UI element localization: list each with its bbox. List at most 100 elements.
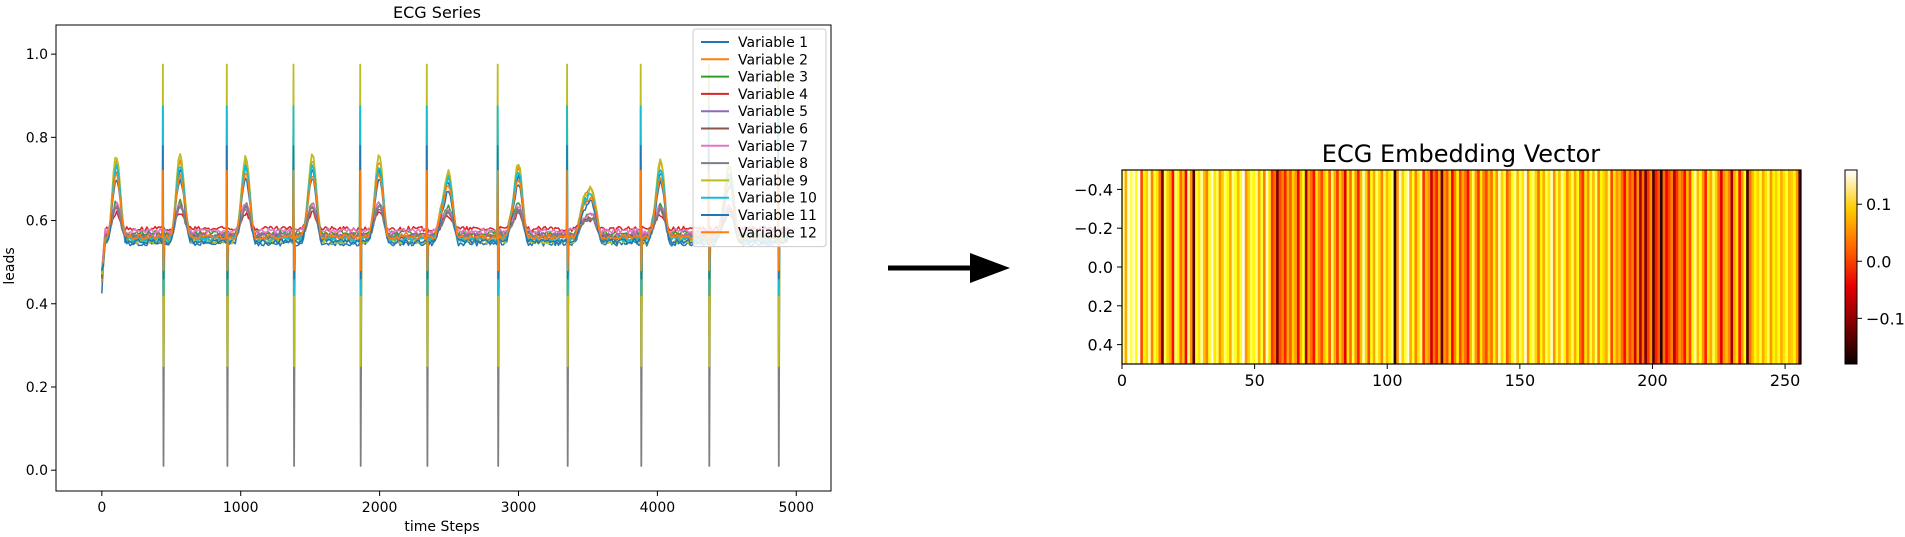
- heatmap-cell: [1662, 170, 1666, 364]
- heatmap-cell: [1717, 170, 1721, 364]
- heatmap-cell: [1414, 170, 1418, 364]
- heatmap-cell: [1565, 170, 1569, 364]
- ecg-x-tick-label: 3000: [501, 500, 537, 516]
- heatmap-cell: [1148, 170, 1152, 364]
- heatmap-cell: [1440, 170, 1444, 364]
- heatmap-cell: [1304, 170, 1308, 364]
- heatmap-cell: [1740, 170, 1744, 364]
- heatmap-cell: [1155, 170, 1159, 364]
- heatmap-cell: [1720, 170, 1724, 364]
- ecg-x-tick-label: 2000: [362, 500, 398, 516]
- ecg-legend-label: Variable 11: [738, 208, 817, 224]
- heatmap-cell: [1333, 170, 1337, 364]
- heatmap-cell: [1597, 170, 1601, 364]
- heatmap-cell: [1184, 170, 1188, 364]
- heatmap-cell: [1477, 170, 1481, 364]
- heatmap-cell: [1234, 170, 1238, 364]
- heatmap-cell: [1539, 170, 1543, 364]
- heatmap-x-tick-label: 100: [1372, 371, 1403, 390]
- heatmap-cell: [1560, 170, 1564, 364]
- heatmap-cell: [1283, 170, 1287, 364]
- heatmap-cell: [1409, 170, 1413, 364]
- heatmap-cell: [1751, 170, 1755, 364]
- heatmap-cell: [1636, 170, 1640, 364]
- heatmap-cell: [1508, 170, 1512, 364]
- ecg-series-line-11: [101, 144, 790, 280]
- heatmap-cell: [1532, 170, 1536, 364]
- heatmap-cell: [1338, 170, 1342, 364]
- heatmap-cell: [1200, 170, 1204, 364]
- heatmap-cell: [1461, 170, 1465, 364]
- heatmap-cell: [1725, 170, 1729, 364]
- heatmap-cell: [1568, 170, 1572, 364]
- heatmap-cell: [1359, 170, 1363, 364]
- heatmap-cell: [1746, 170, 1750, 364]
- heatmap-cell: [1696, 170, 1700, 364]
- heatmap-cell: [1615, 170, 1619, 364]
- heatmap-cell: [1571, 170, 1575, 364]
- heatmap-cell: [1367, 170, 1371, 364]
- heatmap-cell: [1226, 170, 1230, 364]
- heatmap-y-tick-label: −0.2: [1074, 219, 1113, 238]
- heatmap-cell: [1438, 170, 1442, 364]
- heatmap-cell: [1260, 170, 1264, 364]
- heatmap-cell: [1247, 170, 1251, 364]
- colorbar-tick-label: −0.1: [1866, 309, 1905, 328]
- heatmap-cell: [1665, 170, 1669, 364]
- ecg-y-tick-label: 1.0: [26, 47, 48, 63]
- heatmap-cell: [1733, 170, 1737, 364]
- heatmap-cell: [1709, 170, 1713, 364]
- heatmap-cell: [1735, 170, 1739, 364]
- heatmap-cell: [1205, 170, 1209, 364]
- heatmap-x-tick-label: 50: [1244, 371, 1264, 390]
- heatmap-cell: [1229, 170, 1233, 364]
- heatmap-cell: [1179, 170, 1183, 364]
- heatmap-cell: [1142, 170, 1146, 364]
- heatmap-cell: [1795, 170, 1799, 364]
- heatmap-cell: [1315, 170, 1319, 364]
- heatmap-cell: [1236, 170, 1240, 364]
- heatmap-cell: [1132, 170, 1136, 364]
- heatmap-cell: [1607, 170, 1611, 364]
- heatmap-cell: [1161, 170, 1165, 364]
- heatmap-cell: [1727, 170, 1731, 364]
- heatmap-cell: [1411, 170, 1415, 364]
- heatmap-cell: [1626, 170, 1630, 364]
- heatmap-cell: [1503, 170, 1507, 364]
- heatmap-cell: [1153, 170, 1157, 364]
- heatmap-cell: [1343, 170, 1347, 364]
- heatmap-cell: [1145, 170, 1149, 364]
- heatmap-cell: [1218, 170, 1222, 364]
- heatmap-cell: [1171, 170, 1175, 364]
- heatmap-cell: [1424, 170, 1428, 364]
- heatmap-cell: [1388, 170, 1392, 364]
- heatmap-cell: [1680, 170, 1684, 364]
- ecg-y-tick-label: 0.2: [26, 380, 48, 396]
- heatmap-cell: [1122, 170, 1126, 364]
- heatmap-cell: [1722, 170, 1726, 364]
- heatmap-cell: [1195, 170, 1199, 364]
- heatmap-cell: [1268, 170, 1272, 364]
- ecg-x-axis-label: time Steps: [404, 519, 479, 535]
- ecg-plot-frame: [55, 24, 832, 492]
- embedding-title: ECG Embedding Vector: [1322, 140, 1601, 168]
- heatmap-cell: [1430, 170, 1434, 364]
- heatmap-cell: [1793, 170, 1797, 364]
- heatmap-cell: [1555, 170, 1559, 364]
- heatmap-cell: [1542, 170, 1546, 364]
- heatmap-cell: [1401, 170, 1405, 364]
- ecg-legend-label: Variable 5: [738, 104, 808, 120]
- heatmap-cell: [1670, 170, 1674, 364]
- heatmap-cell: [1255, 170, 1259, 364]
- heatmap-cell: [1249, 170, 1253, 364]
- heatmap-cell: [1612, 170, 1616, 364]
- heatmap-cell: [1357, 170, 1361, 364]
- heatmap-cell: [1518, 170, 1522, 364]
- heatmap-cell: [1242, 170, 1246, 364]
- heatmap-cell: [1790, 170, 1794, 364]
- heatmap-cell: [1599, 170, 1603, 364]
- heatmap-cell: [1644, 170, 1648, 364]
- heatmap-cell: [1432, 170, 1436, 364]
- heatmap-cell: [1704, 170, 1708, 364]
- heatmap-cell: [1406, 170, 1410, 364]
